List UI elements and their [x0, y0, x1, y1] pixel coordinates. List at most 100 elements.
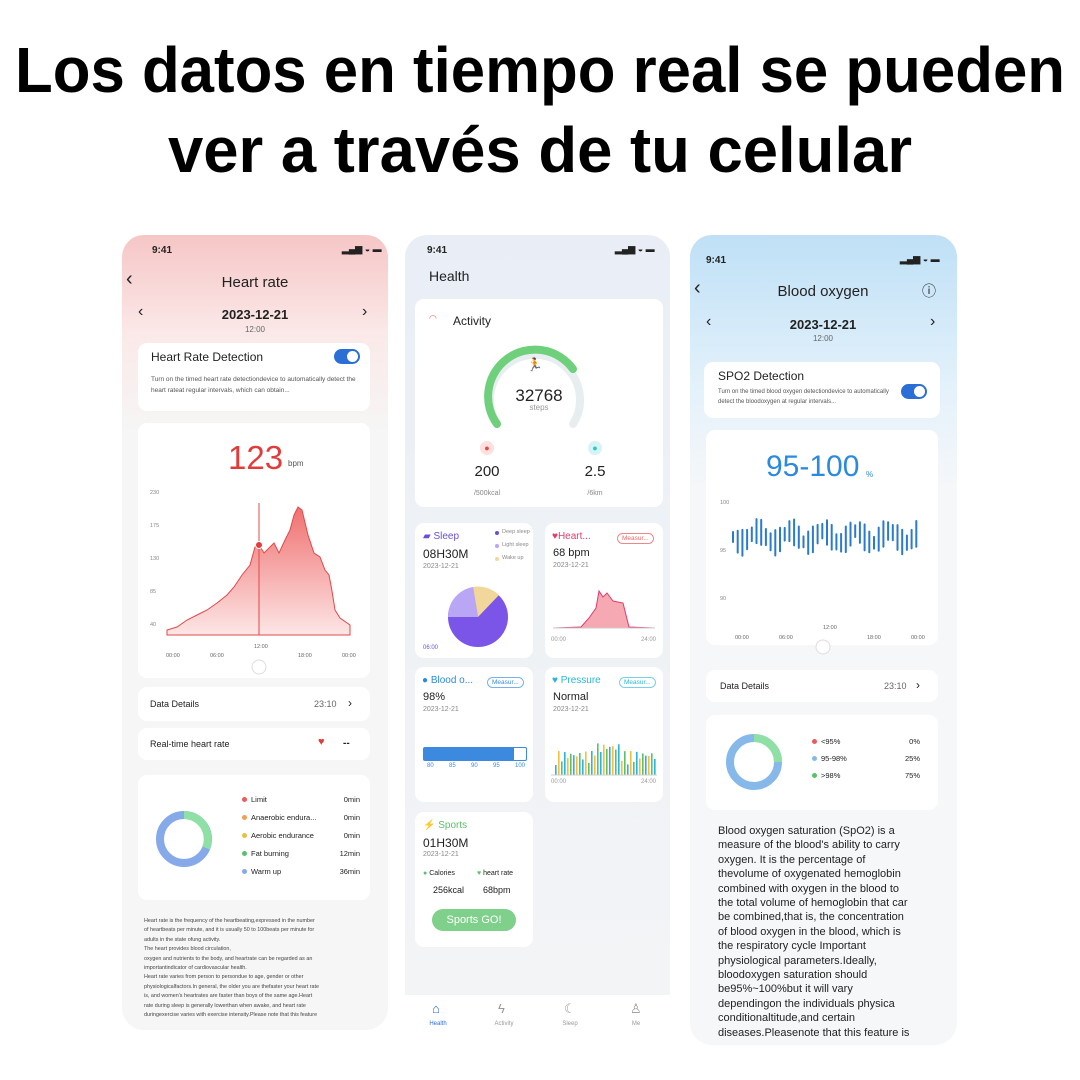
clock: 12:00: [244, 325, 266, 334]
nav-label[interactable]: Health: [429, 1021, 447, 1027]
sleep-duration: 08H30M: [423, 547, 469, 561]
x-tick-label: 18:00: [867, 635, 881, 641]
sleep-start: 06:00: [423, 645, 439, 651]
sports-card[interactable]: ⚡ Sports 01H30M 2023-12-21 ● Calories ♥ …: [415, 812, 533, 947]
steps-gauge: 🏃: [484, 345, 584, 428]
distance-icon: ●: [588, 441, 602, 455]
nav-label[interactable]: Me: [631, 1021, 641, 1027]
blood-value: 98%: [423, 691, 446, 703]
decor: [802, 535, 805, 549]
y-tick-label: 90: [720, 596, 727, 602]
description-line: thevolume of oxygenated hemoglobin: [718, 868, 901, 881]
pressure-value: Normal: [553, 691, 589, 703]
realtime-value: --: [343, 738, 350, 749]
sleep-legend: Wake up: [495, 555, 532, 561]
heart-rate-screen: 9:41 ▂▄▆ ◒ ▬ ‹ Heart rate ‹ 2023-12-21 1…: [122, 235, 388, 1030]
nav-icon[interactable]: ♙: [630, 1001, 642, 1016]
next-day[interactable]: ›: [930, 313, 936, 330]
prev-day[interactable]: ‹: [138, 303, 144, 320]
y-tick-label: 85: [150, 589, 157, 595]
toggle[interactable]: [334, 349, 360, 364]
description-line: oxygen. It is the percentage of: [718, 853, 866, 866]
nav-icon[interactable]: ⌂: [432, 1001, 440, 1016]
nav-label[interactable]: Activity: [494, 1021, 514, 1027]
details-label: Data Details: [150, 699, 200, 709]
blood-date: 2023-12-21: [423, 706, 459, 713]
decor: [615, 749, 617, 775]
nav-icon[interactable]: ☾: [564, 1001, 576, 1016]
description-line: measure of the blood's ability to carry: [718, 839, 900, 852]
description-line: dependingon the individuals physica: [718, 997, 895, 1010]
decor: [621, 760, 623, 775]
decor: [654, 758, 656, 775]
clock: 12:00: [812, 334, 834, 343]
prev-day[interactable]: ‹: [706, 313, 712, 330]
description-line: oxygen and nutrients to the body, and he…: [144, 955, 313, 962]
decor: [835, 533, 838, 551]
sleep-title-text: Sleep: [433, 531, 460, 542]
description-line: duringexercise varies with exercise inte…: [144, 1012, 318, 1018]
zone-value: 0min: [343, 831, 360, 840]
back-button[interactable]: ‹: [694, 277, 701, 299]
y-tick-label: 130: [150, 556, 160, 562]
scale-label: 85: [449, 763, 456, 769]
toggle[interactable]: [901, 384, 927, 399]
sleep-legend: Deep sleep: [495, 529, 532, 535]
decor: [760, 518, 763, 546]
description-line: conditionaltitude,and certain: [718, 1012, 855, 1025]
details-row[interactable]: Data Details 23:10 ›: [706, 670, 938, 702]
reading-value: 123: [228, 439, 284, 476]
description-line: adults in the state ofung activity.: [144, 936, 221, 943]
activity-card[interactable]: ◠ Activity 🏃 32768 steps ● ● 200 /500kca…: [415, 299, 663, 507]
decor: [630, 751, 632, 775]
decor: [783, 526, 786, 542]
sleep-legend: Light sleep: [495, 542, 532, 548]
next-day[interactable]: ›: [362, 303, 368, 320]
oxygen-chart: [732, 518, 918, 655]
decor: [873, 535, 875, 550]
measure-button[interactable]: Measur...: [487, 677, 524, 688]
decor: [816, 523, 819, 545]
x-end: 24:00: [641, 779, 657, 785]
heart-title-text: Heart...: [557, 531, 591, 542]
sports-button[interactable]: Sports GO!: [432, 909, 516, 931]
heart-date: 2023-12-21: [553, 562, 589, 569]
scale-label: 95: [493, 763, 500, 769]
nav-icon[interactable]: ϟ: [498, 1001, 505, 1016]
decor: [573, 755, 575, 775]
decor: [636, 751, 638, 775]
status-icons: ▂▄▆ ◒ ▬: [900, 254, 940, 264]
reading-value: 95-100: [766, 450, 860, 483]
sports-title-text: Sports: [438, 820, 468, 831]
status-time: 9:41: [427, 245, 448, 256]
description-line: be combined,that is, the concentration: [718, 911, 904, 924]
details-row[interactable]: Data Details 23:10 ›: [138, 687, 370, 721]
sports-duration: 01H30M: [423, 836, 469, 850]
decor: [627, 764, 629, 775]
decor: [877, 526, 880, 552]
headline-line: Los datos en tiempo real se pueden: [15, 34, 1065, 106]
calories-label-text: Calories: [429, 870, 455, 877]
calories-label: ● Calories: [423, 870, 455, 877]
nav-label[interactable]: Sleep: [562, 1021, 578, 1027]
x-start: 00:00: [551, 637, 567, 643]
blood-card[interactable]: ● Blood o... Measur... 98% 2023-12-21 80…: [415, 667, 533, 802]
description-line: the total volume of hemoglobin that car: [718, 897, 908, 909]
info-button[interactable]: ⓘ: [922, 283, 936, 299]
decor: [826, 519, 828, 546]
decor: [603, 744, 605, 775]
details-time: 23:10: [314, 699, 337, 709]
decor: [612, 746, 614, 775]
realtime-row: Real-time heart rate ♥ --: [138, 728, 370, 760]
scale-label: 90: [471, 763, 478, 769]
status-time: 9:41: [706, 255, 727, 266]
measure-button[interactable]: Measur...: [617, 533, 654, 544]
y-tick-label: 175: [150, 523, 160, 529]
decor: [555, 765, 557, 775]
pressure-card[interactable]: ♥ Pressure Measur... Normal 2023-12-21 0…: [545, 667, 663, 802]
heart-card[interactable]: ♥Heart... Measur... 68 bpm 2023-12-21 00…: [545, 523, 663, 658]
back-button[interactable]: ‹: [126, 268, 133, 290]
sleep-card[interactable]: ▰ Sleep 08H30M 2023-12-21 Deep sleep Ligh…: [415, 523, 533, 658]
measure-button[interactable]: Measur...: [619, 677, 656, 688]
description-line: bloodoxygen saturation should: [718, 969, 868, 981]
